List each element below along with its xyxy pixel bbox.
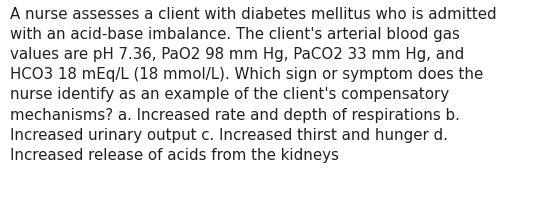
Text: A nurse assesses a client with diabetes mellitus who is admitted
with an acid-ba: A nurse assesses a client with diabetes … xyxy=(10,7,497,163)
